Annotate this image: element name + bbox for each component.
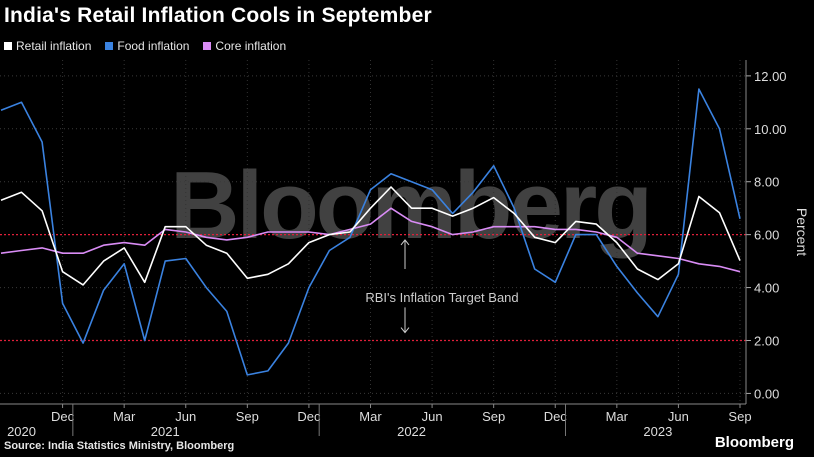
chart-axes: 0.00 2.00 4.00 6.00 8.00 10.00 12.00 Dec Mar Jun S… xyxy=(0,60,787,439)
page-title: India's Retail Inflation Cools in Septem… xyxy=(4,4,432,27)
y-tick-label: 0.00 xyxy=(754,386,779,401)
chart-grid xyxy=(0,60,746,404)
x-tick-label: Jun xyxy=(175,409,196,424)
series-line-retail-inflation xyxy=(0,186,741,286)
y-tick-label: 12.00 xyxy=(754,69,787,84)
legend-swatch-retail xyxy=(4,42,12,50)
legend-item-retail: Retail inflation xyxy=(4,39,91,53)
series-line-core-inflation xyxy=(0,207,741,273)
x-year-label: 2021 xyxy=(151,424,180,439)
target-band-annotation: RBI's Inflation Target Band xyxy=(365,239,519,334)
legend-label-food: Food inflation xyxy=(117,39,190,53)
x-tick-label: Sep xyxy=(482,409,505,424)
y-tick-label: 2.00 xyxy=(754,333,779,348)
y-tick-label: 10.00 xyxy=(754,122,787,137)
x-tick-label: Dec xyxy=(51,409,75,424)
x-year-label: 2020 xyxy=(7,424,36,439)
legend-label-retail: Retail inflation xyxy=(16,39,92,53)
x-year-label: 2023 xyxy=(643,424,672,439)
x-tick-label: Jun xyxy=(668,409,689,424)
x-year-label: 2022 xyxy=(397,424,426,439)
legend-item-core: Core inflation xyxy=(203,39,286,53)
y-tick-label: 4.00 xyxy=(754,281,779,296)
x-tick-label: Dec xyxy=(297,409,321,424)
legend-item-food: Food inflation xyxy=(105,39,189,53)
x-tick-label: Mar xyxy=(113,409,136,424)
arrow-up-head xyxy=(400,239,410,246)
annotation-text: RBI's Inflation Target Band xyxy=(365,290,518,305)
x-tick-label: Jun xyxy=(422,409,443,424)
target-band xyxy=(0,233,746,342)
legend-swatch-core xyxy=(203,42,212,50)
bloomberg-logo: Bloomberg xyxy=(714,434,794,451)
legend-label-core: Core inflation xyxy=(215,39,287,53)
x-tick-label: Mar xyxy=(606,409,629,424)
y-tick-label: 8.00 xyxy=(754,175,779,190)
legend-swatch-food xyxy=(105,42,114,50)
chart-legend: Retail inflation Food inflation Core inf… xyxy=(4,39,286,53)
arrow-down-head xyxy=(400,327,410,334)
x-tick-label: Mar xyxy=(359,409,382,424)
x-tick-label: Sep xyxy=(728,409,751,424)
x-tick-label: Sep xyxy=(236,409,259,424)
y-tick-label: 6.00 xyxy=(754,228,779,243)
chart-series xyxy=(0,88,741,376)
series-line-food-inflation xyxy=(0,88,741,376)
x-tick-label: Dec xyxy=(544,409,568,424)
source-note: Source: India Statistics Ministry, Bloom… xyxy=(4,440,235,452)
y-axis-label: Percent xyxy=(794,208,810,256)
